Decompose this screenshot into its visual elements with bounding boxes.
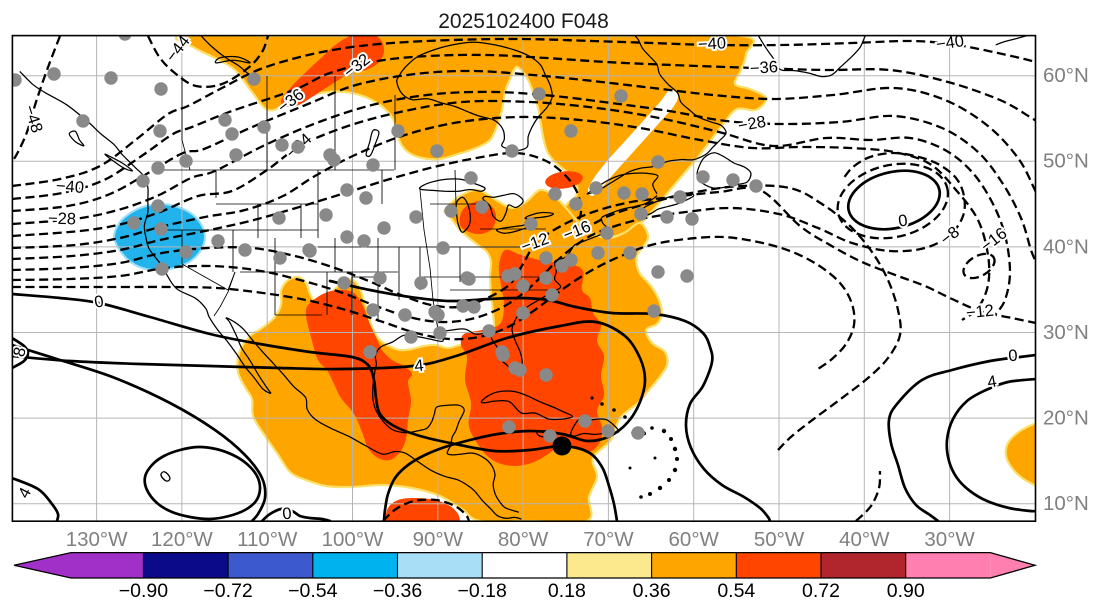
svg-text:−40: −40 bbox=[55, 177, 84, 197]
svg-text:0: 0 bbox=[1008, 347, 1018, 366]
svg-text:60°N: 60°N bbox=[1043, 64, 1089, 87]
svg-text:60°W: 60°W bbox=[669, 528, 720, 551]
svg-text:−40: −40 bbox=[698, 34, 727, 53]
svg-text:70°W: 70°W bbox=[583, 528, 634, 551]
svg-text:0: 0 bbox=[282, 505, 293, 524]
svg-text:−0.18: −0.18 bbox=[458, 580, 507, 602]
svg-text:−0.54: −0.54 bbox=[288, 580, 337, 602]
svg-text:−36: −36 bbox=[749, 58, 778, 78]
svg-text:30°W: 30°W bbox=[924, 528, 975, 551]
svg-text:100°W: 100°W bbox=[322, 528, 384, 551]
svg-text:0.72: 0.72 bbox=[802, 580, 840, 602]
svg-text:−40: −40 bbox=[935, 32, 965, 54]
svg-text:110°W: 110°W bbox=[237, 528, 298, 551]
svg-text:−0.90: −0.90 bbox=[119, 580, 168, 602]
svg-text:0.54: 0.54 bbox=[717, 580, 755, 602]
svg-text:90°W: 90°W bbox=[413, 528, 464, 551]
svg-text:−0.36: −0.36 bbox=[373, 580, 422, 602]
svg-text:50°N: 50°N bbox=[1043, 150, 1089, 173]
svg-text:80°W: 80°W bbox=[498, 528, 549, 551]
svg-text:30°N: 30°N bbox=[1043, 321, 1089, 344]
svg-text:4: 4 bbox=[413, 357, 424, 376]
svg-text:0.90: 0.90 bbox=[887, 580, 925, 602]
svg-text:−0.72: −0.72 bbox=[203, 580, 252, 602]
svg-text:0.18: 0.18 bbox=[548, 580, 586, 602]
svg-text:20°N: 20°N bbox=[1043, 407, 1089, 430]
svg-text:10°N: 10°N bbox=[1043, 492, 1089, 515]
svg-text:130°W: 130°W bbox=[66, 528, 128, 551]
svg-text:50°W: 50°W bbox=[754, 528, 805, 551]
svg-text:40°N: 40°N bbox=[1043, 235, 1089, 258]
svg-text:−28: −28 bbox=[48, 210, 77, 229]
svg-text:40°W: 40°W bbox=[839, 528, 890, 551]
svg-text:−12: −12 bbox=[965, 302, 995, 323]
svg-text:2025102400 F048: 2025102400 F048 bbox=[438, 10, 609, 33]
svg-text:120°W: 120°W bbox=[151, 528, 213, 551]
svg-text:0.36: 0.36 bbox=[633, 580, 671, 602]
